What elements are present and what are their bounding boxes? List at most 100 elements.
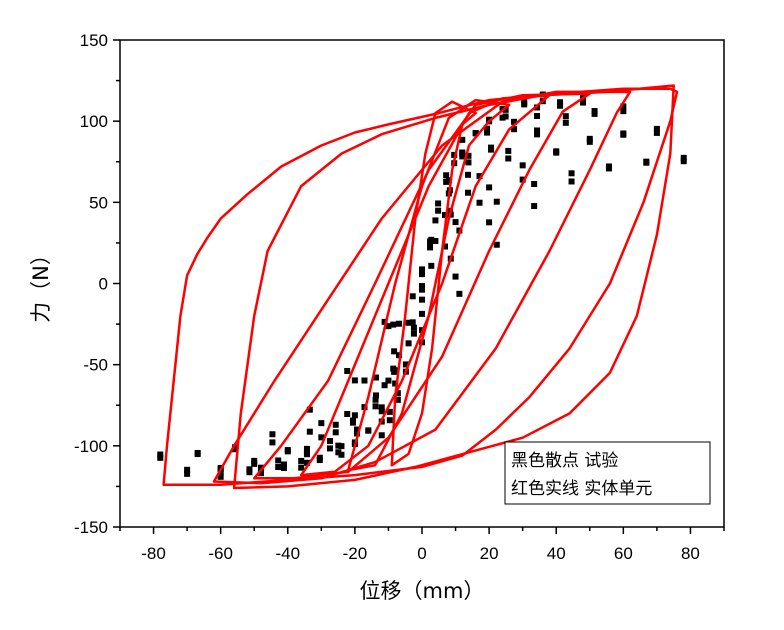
experiment-point bbox=[409, 293, 416, 300]
model-loop bbox=[346, 98, 511, 472]
experiment-point bbox=[511, 126, 518, 133]
experiment-point bbox=[391, 348, 398, 355]
experiment-point bbox=[344, 411, 351, 418]
experiment-point bbox=[381, 382, 388, 389]
experiment-point bbox=[318, 420, 325, 427]
experiment-point bbox=[562, 119, 569, 126]
experiment-point bbox=[338, 451, 345, 458]
experiment-point bbox=[372, 396, 379, 403]
experiment-point bbox=[410, 330, 417, 337]
experiment-point bbox=[562, 113, 569, 120]
y-tick-label: 150 bbox=[80, 31, 108, 50]
x-tick-label: 20 bbox=[480, 544, 499, 563]
experiment-point bbox=[275, 464, 282, 471]
experiment-point bbox=[419, 270, 425, 277]
experiment-point bbox=[445, 177, 452, 184]
experiment-point bbox=[385, 323, 392, 330]
plot-area bbox=[157, 84, 687, 490]
experiment-point bbox=[303, 459, 310, 466]
experiment-point bbox=[394, 396, 401, 403]
experiment-point bbox=[591, 108, 598, 115]
experiment-point bbox=[298, 457, 305, 464]
y-axis-title: 力（N） bbox=[29, 244, 53, 323]
y-tick-label: -50 bbox=[83, 356, 108, 375]
x-tick-label: -40 bbox=[275, 544, 300, 563]
experiment-point bbox=[442, 212, 449, 219]
experiment-point bbox=[372, 374, 379, 381]
experiment-point bbox=[372, 403, 379, 410]
experiment-point bbox=[316, 454, 323, 461]
experiment-point bbox=[620, 108, 627, 115]
experiment-point bbox=[303, 449, 310, 456]
experiment-point bbox=[318, 434, 325, 441]
experiment-point bbox=[419, 310, 425, 317]
experiment-point bbox=[465, 171, 472, 178]
experiment-point bbox=[553, 149, 560, 156]
experiment-point bbox=[378, 404, 385, 411]
model-loop bbox=[252, 92, 592, 480]
x-axis-title: 位移（mm） bbox=[360, 579, 485, 603]
experiment-point bbox=[194, 451, 201, 458]
experiment-point bbox=[452, 219, 459, 226]
x-tick-label: -80 bbox=[141, 544, 166, 563]
experiment-point bbox=[392, 380, 399, 387]
experiment-point bbox=[332, 421, 339, 428]
experiment-point bbox=[391, 368, 398, 375]
experiment-point bbox=[184, 470, 191, 477]
experiment-point bbox=[443, 172, 450, 179]
experiment-point bbox=[349, 419, 356, 426]
experiment-point bbox=[643, 159, 650, 166]
experiment-point bbox=[620, 103, 627, 110]
experiment-point bbox=[580, 99, 587, 106]
experiment-point bbox=[680, 154, 687, 161]
experiment-point bbox=[476, 173, 483, 180]
experiment-point bbox=[269, 431, 276, 438]
experiment-point bbox=[459, 153, 466, 160]
experiment-point bbox=[280, 465, 287, 472]
x-tick-label: 0 bbox=[417, 544, 426, 563]
experiment-point bbox=[275, 457, 282, 464]
experiment-point bbox=[378, 432, 385, 439]
experiment-point bbox=[335, 442, 342, 449]
experiment-point bbox=[390, 321, 397, 328]
experiment-point bbox=[246, 466, 253, 473]
experiment-point bbox=[351, 412, 358, 419]
experiment-point bbox=[505, 147, 512, 154]
experiment-point bbox=[484, 129, 491, 136]
experiment-point bbox=[381, 318, 388, 325]
experiment-point bbox=[303, 445, 310, 452]
experiment-point bbox=[395, 352, 402, 359]
experiment-point bbox=[251, 460, 258, 467]
experiment-point bbox=[184, 466, 191, 473]
experiment-point bbox=[484, 125, 491, 132]
experiment-point bbox=[386, 408, 393, 415]
model-loop bbox=[212, 90, 632, 485]
experiment-point bbox=[306, 406, 313, 413]
x-tick-label: -60 bbox=[208, 544, 233, 563]
experiment-point bbox=[326, 445, 333, 452]
experiment-point bbox=[409, 319, 416, 326]
experiment-point bbox=[394, 390, 401, 397]
experiment-point bbox=[410, 324, 417, 331]
experiment-point bbox=[534, 104, 541, 111]
experiment-point bbox=[385, 377, 392, 384]
legend-box bbox=[504, 441, 711, 505]
experiment-point bbox=[419, 286, 425, 293]
experiment-point bbox=[390, 365, 397, 372]
experiment-point bbox=[451, 151, 458, 158]
experiment-point bbox=[534, 131, 541, 138]
experiment-point bbox=[335, 449, 342, 456]
experiment-point bbox=[586, 135, 593, 142]
experiment-point bbox=[284, 448, 291, 455]
experiment-point bbox=[459, 149, 466, 156]
y-tick-label: 50 bbox=[89, 193, 108, 212]
experiment-point bbox=[251, 457, 258, 464]
experiment-point bbox=[502, 113, 509, 120]
experiment-point bbox=[568, 170, 575, 177]
experiment-point bbox=[427, 244, 434, 251]
experiment-point bbox=[332, 429, 339, 436]
experiment-point bbox=[257, 464, 264, 471]
legend-entry-experiment: 黑色散点 试验 bbox=[511, 451, 618, 471]
experiment-point bbox=[493, 241, 500, 248]
